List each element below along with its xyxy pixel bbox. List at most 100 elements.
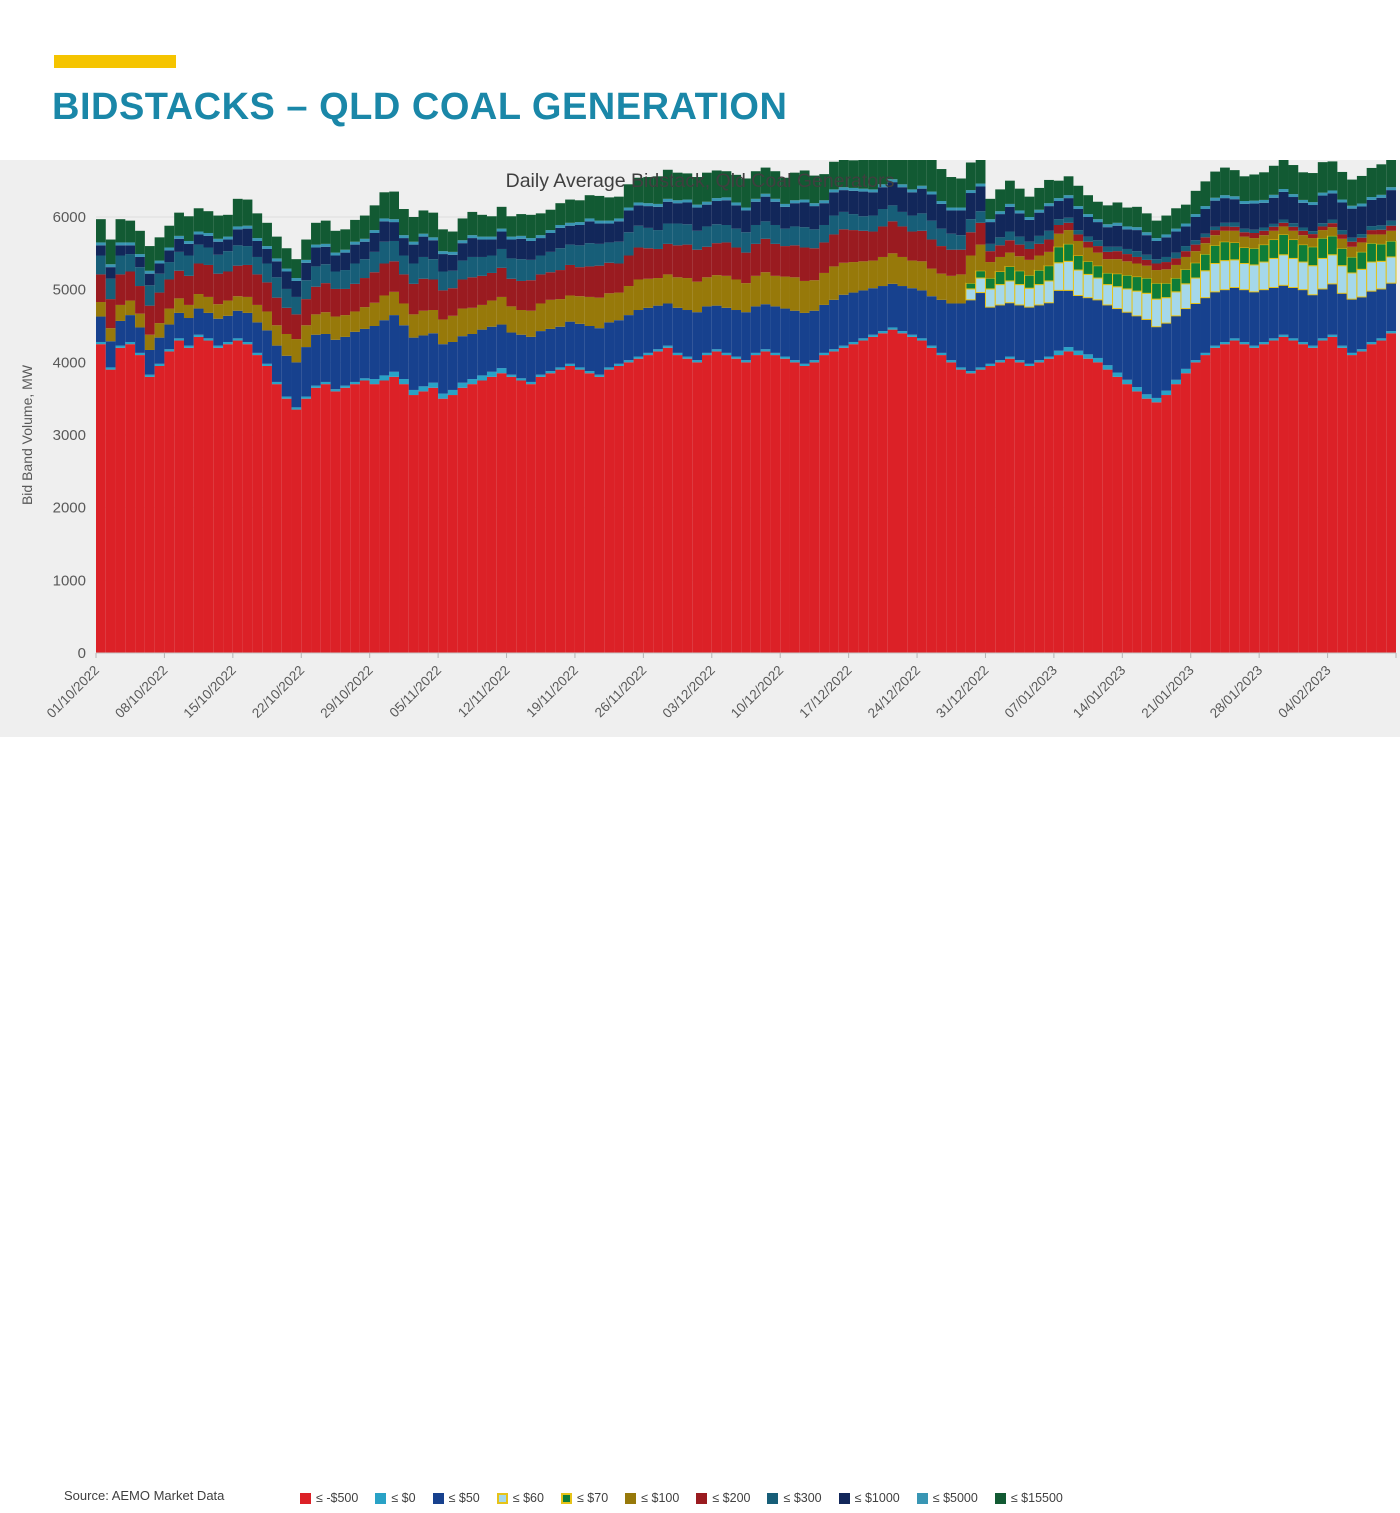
- bar-segment: [1034, 209, 1045, 213]
- bar-segment: [291, 280, 302, 297]
- legend-swatch: [432, 1492, 444, 1504]
- bar-segment: [848, 341, 859, 345]
- bar-segment: [565, 225, 575, 245]
- bar-segment: [809, 229, 820, 249]
- bar-segment: [1082, 260, 1094, 275]
- legend-item: ≤ $50: [432, 1491, 480, 1505]
- bar-segment: [907, 231, 918, 261]
- bar-segment: [731, 202, 742, 206]
- bar-segment: [1288, 165, 1299, 195]
- bar-segment: [1053, 290, 1064, 351]
- bar-segment: [1327, 161, 1338, 191]
- bar-segment: [594, 223, 605, 244]
- bar-segment: [633, 225, 644, 248]
- bar-segment: [496, 206, 507, 229]
- bar-segment: [868, 215, 878, 232]
- legend-swatch: [994, 1492, 1006, 1504]
- bar-segment: [232, 198, 243, 227]
- bar-segment: [887, 148, 898, 180]
- bar-segment: [819, 304, 830, 353]
- bar-segment: [183, 243, 194, 256]
- bar-segment: [1336, 247, 1348, 267]
- bar-segment: [1239, 201, 1250, 204]
- bar-segment: [614, 320, 624, 364]
- bar-segment: [96, 274, 106, 303]
- bar-segment: [731, 310, 742, 357]
- bar-segment: [477, 239, 487, 257]
- bar-segment: [1132, 315, 1142, 388]
- bar-segment: [174, 338, 184, 341]
- bar-segment: [1044, 356, 1054, 359]
- bar-segment: [96, 219, 106, 243]
- bar-segment: [408, 217, 419, 242]
- bar-segment: [271, 345, 282, 382]
- bar-segment: [408, 263, 419, 284]
- bar-segment: [1151, 326, 1162, 398]
- bar-segment: [164, 250, 175, 263]
- bar-segment: [467, 307, 478, 334]
- bar-segment: [1083, 217, 1093, 237]
- bar-segment: [799, 363, 810, 366]
- bar-segment: [506, 306, 517, 333]
- bar-segment: [1347, 355, 1357, 653]
- bar-segment: [330, 389, 341, 392]
- bar-segment: [858, 338, 869, 341]
- bar-segment: [1151, 402, 1162, 653]
- bar-segment: [799, 199, 810, 203]
- bar-segment: [760, 193, 771, 197]
- bar-segment: [1034, 212, 1045, 236]
- bar-segment: [242, 225, 253, 229]
- bar-segment: [985, 198, 996, 220]
- bar-segment: [1102, 304, 1113, 366]
- bar-segment: [535, 235, 546, 239]
- bar-segment: [897, 187, 908, 212]
- bar-segment: [1376, 340, 1387, 653]
- legend-swatch: [838, 1492, 850, 1504]
- bar-segment: [1024, 307, 1035, 364]
- bar-segment: [985, 363, 996, 366]
- bar-segment: [144, 334, 155, 350]
- bar-segment: [154, 365, 165, 653]
- bar-segment: [917, 340, 927, 653]
- bar-segment: [154, 292, 165, 324]
- bar-segment: [174, 340, 184, 653]
- bar-segment: [1258, 244, 1270, 263]
- bar-segment: [750, 171, 761, 199]
- bar-segment: [164, 351, 175, 653]
- bar-segment: [1298, 341, 1309, 345]
- bar-segment: [115, 320, 126, 346]
- bar-segment: [457, 382, 468, 388]
- bar-segment: [1014, 244, 1025, 257]
- bar-segment: [457, 308, 468, 337]
- bar-segment: [1376, 288, 1387, 339]
- bar-segment: [105, 341, 116, 368]
- bar-segment: [750, 306, 761, 353]
- bar-segment: [389, 191, 399, 220]
- bar-segment: [731, 279, 742, 311]
- bar-segment: [486, 255, 497, 273]
- bar-segment: [1229, 259, 1241, 288]
- bar-segment: [633, 247, 644, 280]
- bar-segment: [1102, 246, 1113, 252]
- bar-segment: [741, 360, 751, 363]
- bar-segment: [565, 199, 575, 223]
- bar-segment: [594, 195, 605, 221]
- bar-segment: [467, 235, 478, 239]
- bar-segment: [1376, 338, 1387, 341]
- bar-segment: [770, 352, 781, 356]
- y-axis-label: Bid Band Volume, MW: [19, 364, 35, 505]
- bar-segment: [633, 177, 644, 203]
- bar-segment: [662, 201, 673, 224]
- bar-segment: [741, 207, 751, 211]
- bar-segment: [1239, 236, 1250, 248]
- bar-segment: [1308, 231, 1318, 235]
- bar-segment: [1239, 232, 1250, 237]
- bar-segment: [1278, 189, 1289, 192]
- bar-segment: [682, 173, 693, 200]
- bar-segment: [848, 292, 859, 342]
- bar-segment: [477, 256, 487, 276]
- bar-segment: [1327, 334, 1338, 337]
- bar-segment: [1024, 274, 1035, 289]
- legend-swatch: [300, 1492, 311, 1504]
- bar-segment: [1386, 220, 1396, 226]
